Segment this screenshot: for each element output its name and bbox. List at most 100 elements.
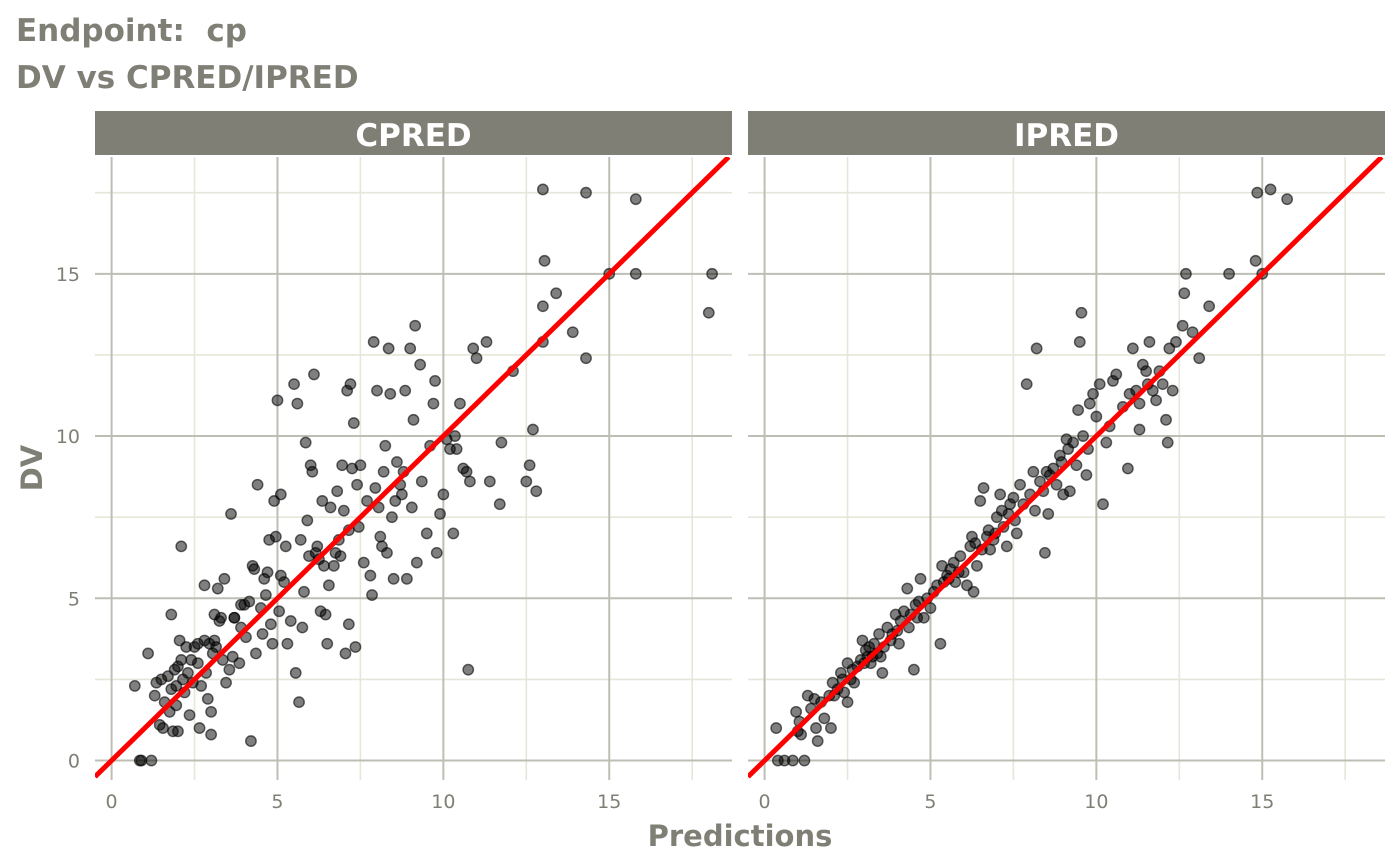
data-point [301,514,314,527]
data-point [1010,527,1023,540]
data-point [450,443,463,455]
data-point [523,459,536,472]
data-point [810,722,822,734]
data-point [1203,300,1216,313]
data-point [261,566,274,579]
data-point [914,572,927,585]
facet-strip-label-ipred: IPRED [1014,118,1119,154]
data-point [1100,436,1113,449]
data-point [148,689,161,702]
data-point [181,667,194,679]
data-point [251,478,264,491]
y-tick-label: 0 [68,751,80,773]
data-point [211,582,224,595]
data-point [407,413,420,426]
data-point [400,572,413,585]
data-point [1133,397,1146,410]
data-point [493,498,506,511]
data-point [977,482,990,494]
data-point [1180,267,1192,280]
identity-line-cpred [95,157,731,779]
data-point [967,585,980,598]
x-tick-label: 15 [1250,791,1274,813]
data-point [248,563,261,575]
data-point [382,342,395,355]
data-point [339,647,352,660]
data-point [1050,478,1063,491]
data-point [298,585,310,598]
data-point [1166,384,1179,397]
data-point [1042,508,1055,520]
data-point [1080,469,1093,481]
data-point [1223,267,1235,280]
data-point [434,508,446,520]
data-point [550,287,563,300]
facet-strip-ipred [748,111,1385,155]
data-point [770,722,783,734]
panel-cpred: CPRED 0 5 10 15 0 5 10 15 [56,111,732,813]
data-point [437,488,450,501]
data-point [1047,462,1060,475]
data-point [409,319,422,332]
points-cpred [128,183,718,767]
data-point [170,680,183,692]
data-point [293,696,305,709]
data-point [201,692,214,705]
data-point [367,336,380,348]
data-point [1014,478,1026,491]
data-point [798,754,811,767]
data-point [429,374,441,387]
data-point [1121,462,1134,475]
data-point [1063,485,1076,498]
data-point [873,628,885,640]
data-point [296,621,309,634]
data-point [337,504,350,517]
points-ipred [770,183,1294,767]
data-point [274,569,287,582]
y-tick-label: 10 [56,426,80,448]
data-point [386,511,398,524]
data-point [1039,546,1051,559]
data-point [460,465,473,478]
data-point [629,267,642,280]
data-point [1186,326,1199,339]
data-point [273,605,286,618]
data-point [172,725,184,738]
data-point [405,501,418,514]
data-point [790,705,803,718]
data-point [1070,459,1083,472]
data-point [366,589,378,601]
data-point [527,423,539,436]
panel-ipred: IPRED 0 5 10 15 [748,111,1385,813]
data-point [1087,387,1099,400]
data-point [357,556,370,569]
data-point [462,663,475,676]
data-point [218,572,231,585]
data-point [1072,404,1085,416]
data-point [387,572,400,585]
facet-strip-label-cpred: CPRED [355,118,471,154]
data-point [480,336,493,348]
data-point [454,397,466,410]
data-point [795,728,807,741]
data-point [1030,342,1043,355]
data-point [410,556,423,569]
data-point [1140,365,1153,378]
data-point [1097,498,1109,511]
y-tick-label: 15 [56,264,80,286]
plot-title-line1: Endpoint: cp [16,13,247,49]
data-point [702,306,715,319]
data-point [430,546,443,559]
data-point [1077,430,1089,442]
data-point [145,754,158,767]
data-point [395,488,408,501]
data-point [1110,368,1123,381]
data-point [1073,336,1086,348]
data-point [629,193,642,206]
data-point [420,527,433,540]
data-point [1161,436,1174,449]
data-point [876,667,889,679]
data-point [399,384,412,397]
data-point [818,712,831,725]
data-point [271,394,284,407]
